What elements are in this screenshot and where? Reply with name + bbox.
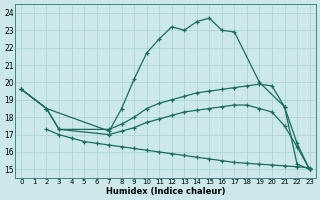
X-axis label: Humidex (Indice chaleur): Humidex (Indice chaleur): [106, 187, 225, 196]
